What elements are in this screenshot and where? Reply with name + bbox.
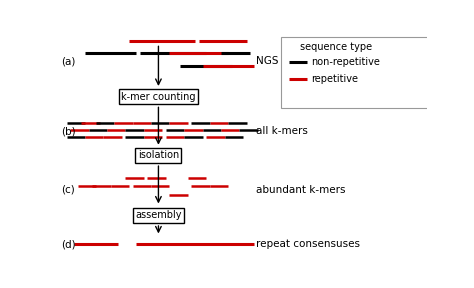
Text: repeat consensuses: repeat consensuses xyxy=(256,239,360,249)
Text: (c): (c) xyxy=(61,185,75,195)
Text: (d): (d) xyxy=(61,239,76,249)
Text: (b): (b) xyxy=(61,126,76,136)
Text: sequence type: sequence type xyxy=(300,42,372,52)
FancyBboxPatch shape xyxy=(282,37,430,108)
Text: (a): (a) xyxy=(61,56,75,66)
Text: abundant k-mers: abundant k-mers xyxy=(256,185,345,195)
Text: NGS reads: NGS reads xyxy=(256,56,310,66)
Text: isolation: isolation xyxy=(138,150,179,160)
Text: k-mer counting: k-mer counting xyxy=(121,92,196,102)
Text: repetitive: repetitive xyxy=(311,74,358,84)
Text: non-repetitive: non-repetitive xyxy=(311,57,380,67)
Text: assembly: assembly xyxy=(135,210,182,220)
Text: all k-mers: all k-mers xyxy=(256,126,308,136)
